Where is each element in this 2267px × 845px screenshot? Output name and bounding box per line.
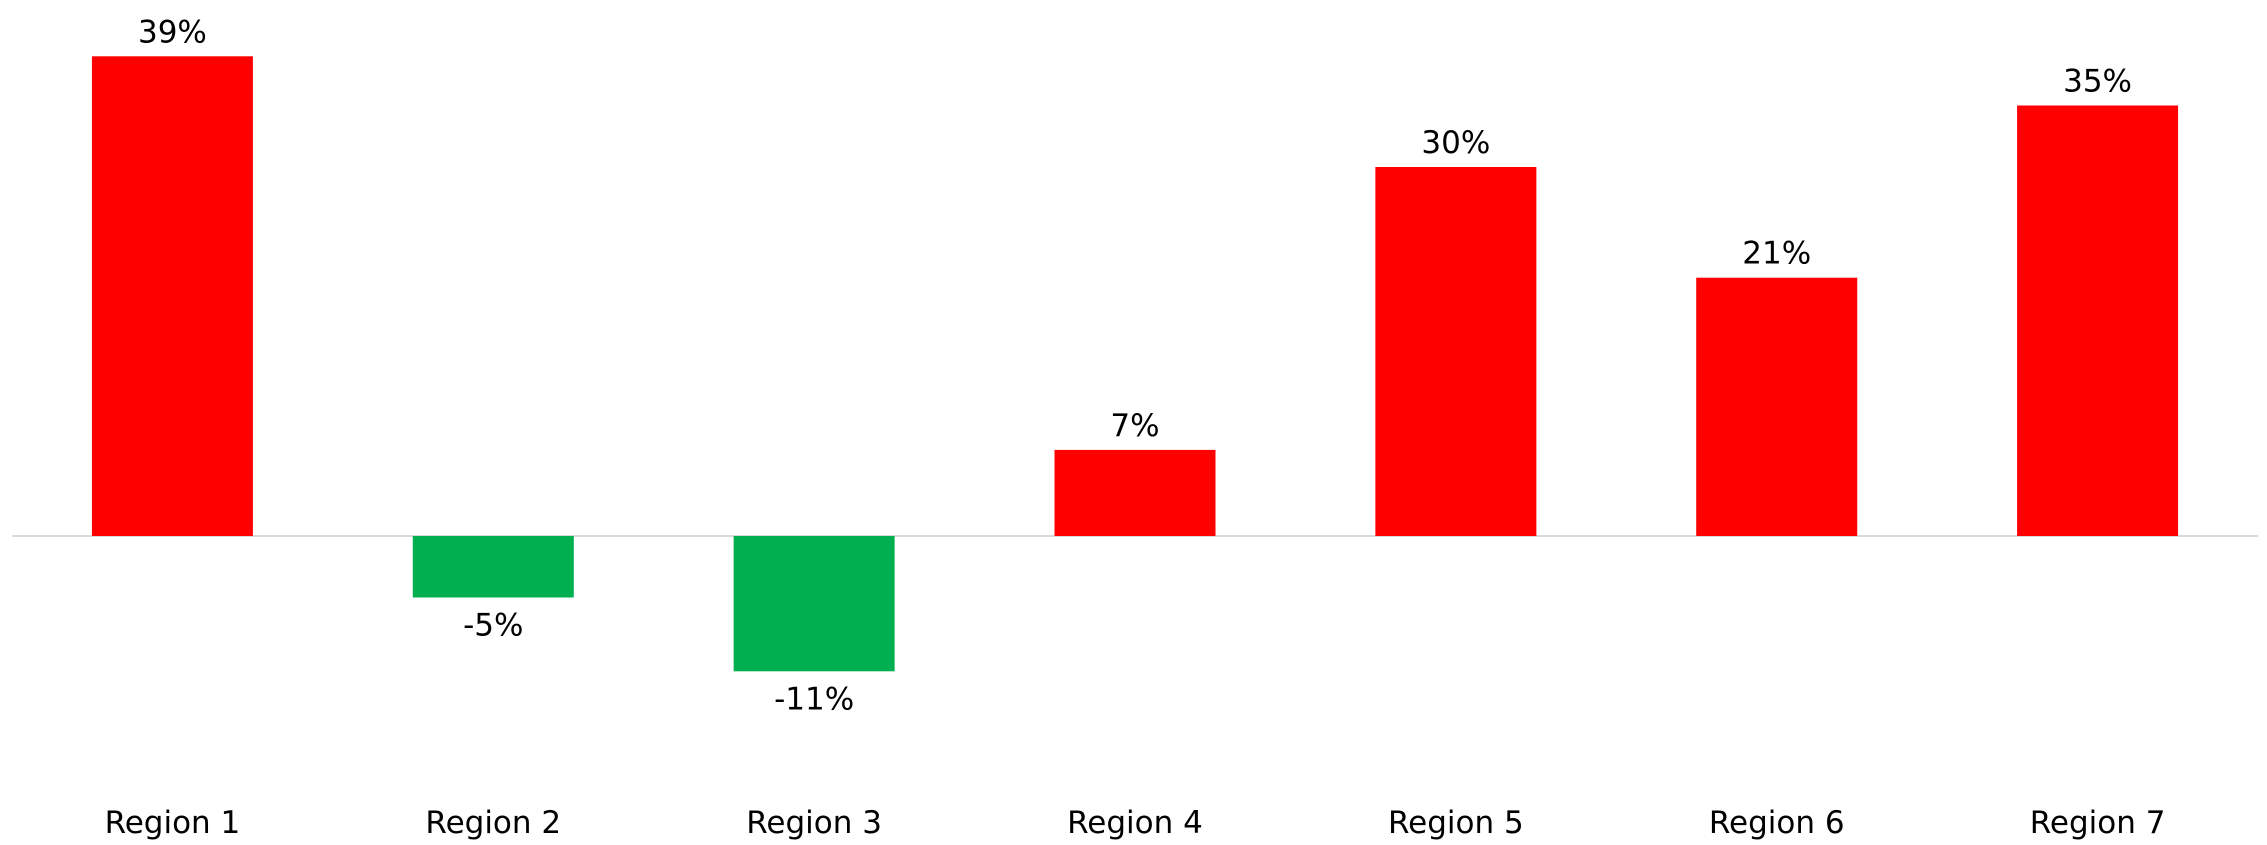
bars-layer bbox=[91, 56, 2179, 672]
category-label: Region 3 bbox=[746, 805, 882, 841]
category-label: Region 6 bbox=[1709, 805, 1845, 841]
category-label: Region 1 bbox=[105, 805, 241, 841]
data-label: 30% bbox=[1421, 125, 1490, 161]
bar-region-4 bbox=[1054, 449, 1216, 536]
category-label: Region 4 bbox=[1067, 805, 1203, 841]
data-label: 21% bbox=[1742, 236, 1811, 272]
data-label: 39% bbox=[138, 14, 207, 50]
bar-region-6 bbox=[1696, 277, 1858, 536]
category-label: Region 7 bbox=[2030, 805, 2166, 841]
data-label: -5% bbox=[463, 608, 523, 644]
category-label: Region 5 bbox=[1388, 805, 1524, 841]
data-label: 7% bbox=[1110, 408, 1159, 444]
bar-region-7 bbox=[2017, 105, 2179, 536]
category-label: Region 2 bbox=[425, 805, 561, 841]
bar-region-2 bbox=[412, 536, 574, 598]
data-label: -11% bbox=[774, 681, 854, 717]
data-label: 35% bbox=[2063, 64, 2132, 100]
bar-region-5 bbox=[1375, 167, 1537, 536]
data-labels-layer: 39% -5% -11% 7% 30% 21% 35% bbox=[138, 14, 2132, 717]
category-labels-layer: Region 1 Region 2 Region 3 Region 4 Region 5… bbox=[105, 805, 2166, 841]
bar-region-3 bbox=[733, 536, 895, 672]
bar-region-1 bbox=[91, 56, 253, 537]
